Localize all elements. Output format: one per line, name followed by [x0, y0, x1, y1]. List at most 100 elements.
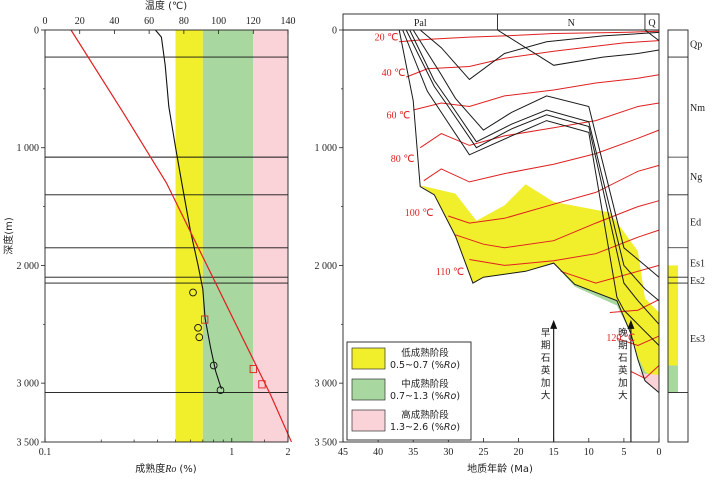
right-depth-tick-label: 3 000: [315, 379, 338, 390]
formation-label: Qp: [690, 40, 702, 51]
period-label: Pal: [414, 18, 427, 29]
temperature-sample-point: [249, 364, 257, 374]
temperature-sample-point: [201, 315, 209, 324]
ro-sample-point: [194, 323, 202, 332]
stage-band: [253, 30, 288, 442]
ro-axis-title-unit: (%): [179, 464, 196, 475]
formation-label: Es3: [690, 334, 705, 345]
legend-range-end: ): [456, 422, 460, 433]
strip-frame: [667, 29, 689, 443]
temperature-curve: [70, 29, 293, 443]
isotherm-line: [448, 164, 660, 224]
depth-tick-label: 1 000: [17, 143, 40, 154]
legend-stage-label: 低成熟阶段: [401, 347, 449, 359]
depth-tick-label: 3 500: [17, 438, 40, 449]
ro-axis-title-main: 成熟度: [135, 462, 165, 475]
burial-curve: [419, 29, 660, 81]
isotherm-line: [413, 74, 660, 111]
event-arrow-head: [550, 319, 558, 329]
event-label-char: 加: [618, 378, 628, 389]
stage-band: [202, 30, 254, 442]
event-label-char: 英: [541, 364, 551, 376]
temperature-tick-label: 80: [179, 16, 189, 27]
legend-range-symbol: Ro: [444, 360, 457, 371]
isotherm-line: [455, 200, 660, 249]
ro-tick-label: 1: [229, 447, 234, 458]
left-axis-ticks: 0 20 40 60 80 100 120 140 0 1 000 2 000 3 000 3 5000…: [17, 16, 296, 458]
formation-label: Es1: [690, 258, 705, 269]
age-tick-label: 15: [549, 447, 559, 458]
isotherm-line: [616, 335, 660, 347]
event-label-char: 期: [541, 340, 551, 351]
isotherm-line: [399, 30, 660, 43]
age-tick-label: 0: [657, 447, 662, 458]
formation-boundaries: [45, 56, 288, 394]
right-plot-frame: [342, 13, 660, 443]
temperature-tick-label: 140: [281, 16, 296, 27]
event-label-char: 期: [618, 340, 628, 351]
strip-fill: [668, 365, 678, 393]
right-depth-tick-label: 2 000: [315, 261, 338, 272]
age-tick-label: 45: [338, 447, 348, 458]
formation-label: Es2: [690, 276, 705, 287]
legend-range-symbol: Ro: [444, 391, 457, 402]
ro-axis-title: 成熟度Ro (%): [135, 462, 197, 475]
age-tick-label: 10: [584, 447, 594, 458]
ro-tick-label: 2: [286, 447, 291, 458]
temperature-tick-label: 0: [43, 16, 48, 27]
sample-markers: [189, 288, 266, 395]
isotherm-label: 120 ℃: [606, 333, 635, 344]
maturity-stage-bands: [175, 30, 288, 442]
formation-label: Ng: [690, 172, 702, 183]
isotherm-label: 20 ℃: [375, 33, 399, 44]
isotherm-line: [469, 229, 660, 266]
ro-sample-point: [189, 288, 197, 297]
age-tick-label: 40: [373, 447, 383, 458]
high-maturity-zone: [630, 369, 659, 393]
left-plot-frame: [44, 29, 289, 443]
burial-curve: [398, 29, 660, 393]
legend-swatch: [351, 378, 386, 401]
temperature-tick-label: 40: [109, 16, 119, 27]
depth-tick-label: 2 000: [17, 261, 40, 272]
temperature-sample-point: [258, 380, 266, 389]
event-label: 晚期石英加大: [618, 328, 628, 402]
event-arrow-head: [627, 319, 635, 329]
legend-swatch: [351, 409, 386, 432]
legend-range-main: 0.7~1.3 (%: [390, 391, 444, 402]
temperature-tick-label: 100: [211, 16, 226, 27]
legend-stage-label: 中成熟阶段: [401, 378, 449, 390]
legend-range-main: 0.5~0.7 (%: [390, 360, 444, 371]
age-tick-label: 5: [621, 447, 626, 458]
formation-column: Qp Nm Ng Ed Es1 Es2 Es3: [667, 29, 705, 443]
temperature-axis-title: 温度 (℃): [145, 0, 187, 12]
isotherm-line: [423, 129, 660, 183]
ro-sample-point: [195, 333, 204, 342]
depth-axis-title: 深度(m): [2, 217, 15, 255]
isotherm-line: [419, 102, 660, 149]
age-tick-label: 35: [408, 447, 418, 458]
burial-curve: [412, 29, 660, 278]
burial-curve: [402, 29, 660, 346]
event-label-char: 加: [541, 378, 551, 389]
isotherm-lines: [399, 30, 660, 380]
isotherm-label: 60 ℃: [387, 110, 411, 121]
isotherm-line: [609, 299, 660, 313]
legend-swatch: [351, 347, 386, 370]
isotherm-label: 40 ℃: [382, 68, 406, 79]
period-header: Pal N Q: [343, 14, 659, 31]
strip-fill: [668, 265, 678, 366]
age-tick-label: 30: [443, 447, 453, 458]
isotherm-label: 100 ℃: [405, 208, 434, 219]
event-label-char: 石: [541, 353, 551, 364]
burial-curve: [405, 29, 660, 325]
isotherm-labels: 20 ℃ 40 ℃ 60 ℃ 80 ℃ 100 ℃ 110 ℃ 120 ℃: [375, 33, 635, 344]
event-label-char: 早: [541, 328, 551, 339]
event-label-char: 大: [618, 389, 628, 401]
isotherm-line: [630, 365, 660, 380]
legend-range-end: ): [456, 391, 460, 402]
event-label: 早期石英加大: [541, 328, 551, 402]
